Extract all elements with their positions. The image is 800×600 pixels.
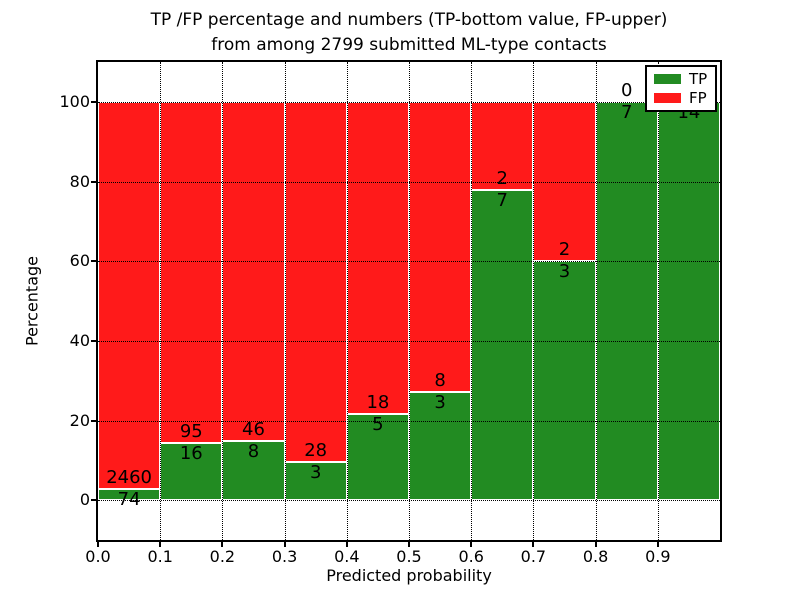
grid-line-vertical — [595, 62, 597, 540]
bar-count-label-fp: 2460 — [106, 466, 152, 488]
y-axis-label: Percentage — [22, 256, 42, 347]
y-tick-mark — [91, 260, 96, 263]
bar-segment-fp — [533, 101, 596, 262]
grid-line-vertical — [533, 62, 535, 540]
chart-title: TP /FP percentage and numbers (TP-bottom… — [98, 8, 720, 58]
bar-count-label-tp: 16 — [179, 442, 203, 464]
chart-title-line2: from among 2799 submitted ML-type contac… — [211, 35, 607, 55]
y-tick-label: 60 — [69, 251, 90, 271]
x-tick-mark — [408, 542, 410, 547]
bar-segment-fp — [346, 101, 409, 414]
grid-line-horizontal — [98, 181, 720, 183]
x-tick-mark — [470, 542, 473, 547]
bar-segment-fp — [471, 101, 534, 191]
y-tick-mark — [91, 339, 96, 342]
y-tick-label: 20 — [69, 410, 90, 430]
bar-segment-tp — [160, 442, 223, 501]
grid-line-vertical — [657, 62, 659, 540]
bar-count-label-fp: 95 — [179, 420, 203, 442]
x-tick-mark — [97, 542, 99, 547]
bar-count-label-tp: 8 — [247, 441, 260, 463]
bar-segment-tp — [284, 461, 347, 501]
bar-count-label-tp: 7 — [620, 101, 633, 123]
y-tick-mark — [91, 180, 96, 183]
legend-swatch-fp — [654, 92, 681, 103]
grid-line-horizontal — [98, 340, 720, 342]
bar-count-label-tp: 3 — [309, 461, 322, 483]
legend-item: TP — [654, 71, 708, 87]
bar-count-label-tp: 3 — [558, 261, 571, 283]
grid-line-vertical — [471, 62, 473, 540]
bar-count-label-tp: 74 — [117, 488, 141, 510]
bar-count-label-fp: 0 — [620, 79, 633, 101]
x-tick-label: 0.0 — [85, 547, 111, 566]
x-axis-label: Predicted probability — [326, 566, 492, 585]
legend-item: FP — [654, 90, 708, 106]
x-tick-mark — [656, 542, 659, 547]
y-tick-label: 80 — [69, 171, 90, 191]
bar-count-label-fp: 28 — [304, 439, 328, 461]
grid-line-horizontal — [98, 500, 720, 502]
bar-segment-tp — [471, 190, 534, 501]
x-tick-label: 0.4 — [334, 547, 360, 566]
bar-count-label-tp: 5 — [372, 413, 384, 435]
x-tick-label: 0.9 — [645, 547, 671, 566]
bar-count-label-tp: 7 — [496, 190, 508, 212]
y-tick-label: 100 — [59, 91, 90, 111]
x-tick-label: 0.3 — [271, 547, 298, 566]
bar-segment-tp — [98, 488, 161, 501]
x-tick-mark — [345, 542, 348, 547]
grid-line-vertical — [409, 62, 410, 540]
bar-count-label-fp: 2 — [496, 168, 508, 190]
legend-label: TP — [689, 70, 708, 89]
x-tick-label: 0.1 — [147, 547, 173, 566]
y-tick-label: 0 — [79, 490, 90, 510]
x-tick-label: 0.5 — [396, 547, 422, 566]
x-tick-mark — [221, 542, 224, 547]
legend-swatch-tp — [654, 74, 681, 85]
x-tick-label: 0.8 — [582, 547, 609, 566]
x-tick-label: 0.6 — [458, 547, 484, 566]
bar-segment-fp — [409, 101, 472, 392]
bar-segment-tp — [533, 261, 596, 501]
x-tick-mark — [159, 542, 162, 547]
chart-title-line1: TP /FP percentage and numbers (TP-bottom… — [150, 10, 668, 30]
x-tick-mark — [594, 542, 597, 547]
bar-count-label-tp: 3 — [434, 391, 446, 413]
grid-line-horizontal — [98, 261, 720, 263]
grid-line-vertical — [160, 62, 162, 540]
bar-segment-tp — [657, 101, 720, 501]
x-tick-mark — [532, 542, 535, 547]
x-tick-mark — [283, 542, 286, 547]
bar-segment-fp — [284, 101, 347, 462]
bar-segment-fp — [98, 101, 161, 489]
bar-count-label-fp: 18 — [366, 391, 390, 413]
grid-line-vertical — [346, 62, 348, 540]
grid-line-horizontal — [98, 420, 720, 422]
grid-line-vertical — [222, 62, 224, 540]
bar-count-label-fp: 46 — [242, 419, 265, 441]
x-tick-label: 0.7 — [520, 547, 547, 566]
bar-count-label-fp: 8 — [434, 369, 446, 391]
grid-line-horizontal — [98, 101, 720, 103]
legend: TP FP — [645, 65, 717, 112]
plot-area: 246074951646828318583272307014 — [98, 62, 720, 540]
y-tick-label: 40 — [69, 330, 90, 350]
bar-segment-tp — [595, 101, 658, 501]
y-tick-mark — [91, 100, 96, 103]
bar-segment-fp — [160, 101, 223, 443]
x-tick-label: 0.2 — [209, 547, 236, 566]
grid-line-vertical — [284, 62, 286, 540]
bar-segment-tp — [346, 413, 409, 501]
y-tick-mark — [91, 419, 96, 422]
legend-label: FP — [689, 88, 707, 107]
y-tick-mark — [91, 499, 96, 502]
bar-count-label-fp: 2 — [558, 239, 571, 261]
bar-segment-fp — [222, 101, 285, 442]
